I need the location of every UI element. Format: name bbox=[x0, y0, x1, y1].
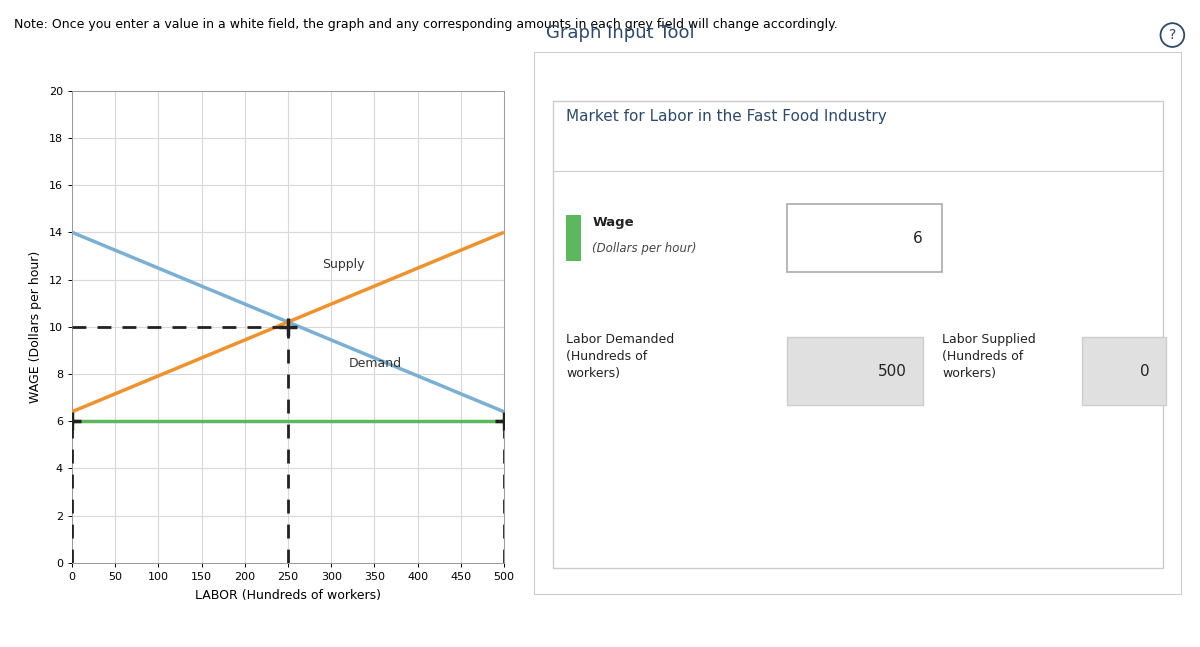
FancyBboxPatch shape bbox=[787, 204, 942, 272]
FancyBboxPatch shape bbox=[566, 215, 581, 261]
FancyBboxPatch shape bbox=[787, 337, 923, 405]
Text: (Dollars per hour): (Dollars per hour) bbox=[593, 242, 697, 255]
Text: Wage: Wage bbox=[593, 217, 634, 230]
FancyBboxPatch shape bbox=[1081, 337, 1166, 405]
Text: Note: Once you enter a value in a white field, the graph and any corresponding a: Note: Once you enter a value in a white … bbox=[14, 18, 838, 31]
Text: 6: 6 bbox=[913, 231, 923, 246]
Text: Market for Labor in the Fast Food Industry: Market for Labor in the Fast Food Indust… bbox=[566, 109, 887, 124]
Text: Graph Input Tool: Graph Input Tool bbox=[546, 24, 695, 42]
Y-axis label: WAGE (Dollars per hour): WAGE (Dollars per hour) bbox=[29, 250, 42, 403]
FancyBboxPatch shape bbox=[553, 101, 1163, 568]
Text: 0: 0 bbox=[1140, 364, 1150, 379]
Text: Supply: Supply bbox=[323, 258, 365, 270]
Text: ?: ? bbox=[1169, 28, 1176, 42]
Text: 500: 500 bbox=[877, 364, 907, 379]
Text: Demand: Demand bbox=[348, 357, 402, 370]
X-axis label: LABOR (Hundreds of workers): LABOR (Hundreds of workers) bbox=[194, 589, 382, 602]
Text: Labor Supplied
(Hundreds of
workers): Labor Supplied (Hundreds of workers) bbox=[942, 333, 1036, 380]
Text: Labor Demanded
(Hundreds of
workers): Labor Demanded (Hundreds of workers) bbox=[566, 333, 674, 380]
FancyBboxPatch shape bbox=[534, 52, 1182, 595]
